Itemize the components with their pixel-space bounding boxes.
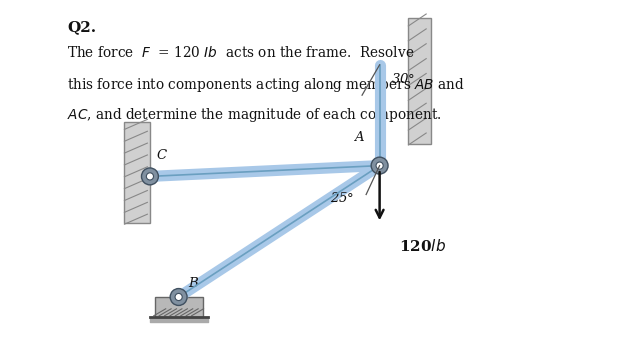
Text: this force into components acting along members $AB$ and: this force into components acting along … xyxy=(67,76,464,94)
Bar xyxy=(155,297,203,317)
Circle shape xyxy=(376,162,383,169)
Text: 120$\it{lb}$: 120$\it{lb}$ xyxy=(399,238,446,253)
Text: C: C xyxy=(156,149,167,162)
Text: B: B xyxy=(188,277,198,290)
Circle shape xyxy=(175,293,182,301)
Text: 30$\degree$: 30$\degree$ xyxy=(391,72,415,86)
Text: $AC$, and determine the magnitude of each component.: $AC$, and determine the magnitude of eac… xyxy=(67,106,441,124)
Text: Q2.: Q2. xyxy=(67,20,96,34)
Bar xyxy=(124,122,150,223)
Text: 25$\degree$: 25$\degree$ xyxy=(330,191,354,205)
Text: The force  $F$  = 120 $Ib$  acts on the frame.  Resolve: The force $F$ = 120 $Ib$ acts on the fra… xyxy=(67,45,414,60)
Bar xyxy=(408,18,431,144)
Text: A: A xyxy=(354,131,364,144)
Circle shape xyxy=(146,173,154,180)
Circle shape xyxy=(170,289,187,305)
Circle shape xyxy=(142,168,158,185)
Circle shape xyxy=(371,157,388,174)
